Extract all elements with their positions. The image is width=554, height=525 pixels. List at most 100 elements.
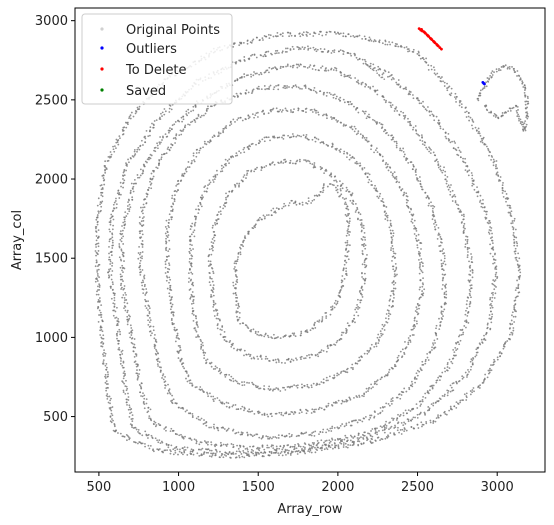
original-point xyxy=(143,407,146,410)
original-point xyxy=(282,336,285,338)
original-point xyxy=(171,208,174,211)
original-point xyxy=(297,444,300,446)
original-point xyxy=(176,183,179,186)
original-point xyxy=(221,401,224,404)
original-point xyxy=(195,440,198,443)
original-point xyxy=(234,266,236,268)
original-point xyxy=(492,279,495,281)
original-point xyxy=(222,427,225,429)
original-point xyxy=(122,391,125,394)
original-point xyxy=(128,406,131,409)
original-point xyxy=(384,218,387,220)
original-point xyxy=(475,129,478,132)
original-point xyxy=(311,408,314,411)
original-point xyxy=(325,431,327,434)
original-point xyxy=(331,444,333,446)
original-point xyxy=(236,79,239,82)
original-point xyxy=(217,317,220,320)
original-point xyxy=(202,146,204,149)
original-point xyxy=(396,273,398,276)
original-point xyxy=(467,112,470,114)
original-point xyxy=(448,358,451,361)
original-point xyxy=(357,432,360,435)
original-point xyxy=(168,148,171,151)
original-point xyxy=(349,126,351,129)
original-point xyxy=(111,247,114,249)
original-point xyxy=(359,162,361,165)
original-point xyxy=(242,42,245,44)
original-point xyxy=(403,155,405,158)
original-point xyxy=(512,327,515,329)
original-point xyxy=(355,419,357,422)
original-point xyxy=(111,281,114,284)
original-point xyxy=(203,114,205,117)
original-point xyxy=(284,362,286,364)
original-point xyxy=(435,401,437,404)
original-point xyxy=(123,216,126,219)
original-point xyxy=(437,121,439,124)
original-point xyxy=(420,248,422,250)
original-point xyxy=(467,310,470,313)
original-point xyxy=(312,166,315,169)
original-point xyxy=(121,364,124,367)
original-point xyxy=(238,150,241,153)
original-point xyxy=(466,296,469,299)
original-point xyxy=(130,408,133,410)
original-point xyxy=(323,113,325,116)
original-point xyxy=(192,152,195,155)
original-point xyxy=(267,387,270,390)
original-point xyxy=(126,208,129,210)
original-point xyxy=(219,441,222,444)
original-point xyxy=(463,215,465,218)
original-point xyxy=(235,269,238,272)
original-point xyxy=(110,216,113,219)
original-point xyxy=(466,373,469,376)
original-point xyxy=(401,355,404,358)
original-point xyxy=(328,429,330,432)
original-point xyxy=(167,222,170,224)
original-point xyxy=(263,448,266,451)
original-point xyxy=(257,452,260,454)
original-point xyxy=(123,285,126,287)
original-point xyxy=(435,381,438,384)
original-point xyxy=(130,331,132,334)
original-point xyxy=(290,109,292,111)
original-point xyxy=(139,256,142,259)
original-point xyxy=(415,306,418,308)
original-point xyxy=(419,268,422,271)
original-point xyxy=(314,90,317,93)
original-point xyxy=(270,67,273,70)
original-point xyxy=(181,447,184,450)
original-point xyxy=(231,190,233,192)
original-point xyxy=(205,143,208,146)
original-point xyxy=(421,290,424,292)
original-point xyxy=(327,49,330,52)
original-point xyxy=(515,310,517,313)
original-point xyxy=(330,93,332,96)
original-point xyxy=(454,195,457,198)
original-point xyxy=(343,400,346,403)
original-point xyxy=(322,349,325,352)
original-point xyxy=(311,446,313,449)
original-point xyxy=(258,88,260,90)
original-point xyxy=(142,203,145,206)
original-point xyxy=(148,417,151,420)
original-point xyxy=(479,384,481,387)
original-point xyxy=(272,67,275,69)
original-point xyxy=(291,385,294,388)
original-point xyxy=(206,358,209,361)
original-point xyxy=(211,452,214,455)
original-point xyxy=(408,388,411,391)
original-point xyxy=(350,54,353,57)
original-point xyxy=(249,410,252,413)
original-point xyxy=(186,372,188,374)
original-point xyxy=(468,288,471,291)
original-point xyxy=(312,443,315,446)
original-point xyxy=(289,452,292,455)
original-point xyxy=(362,395,365,398)
original-point xyxy=(362,62,365,65)
original-point xyxy=(185,113,188,115)
original-point xyxy=(382,72,385,74)
original-point xyxy=(244,447,247,450)
